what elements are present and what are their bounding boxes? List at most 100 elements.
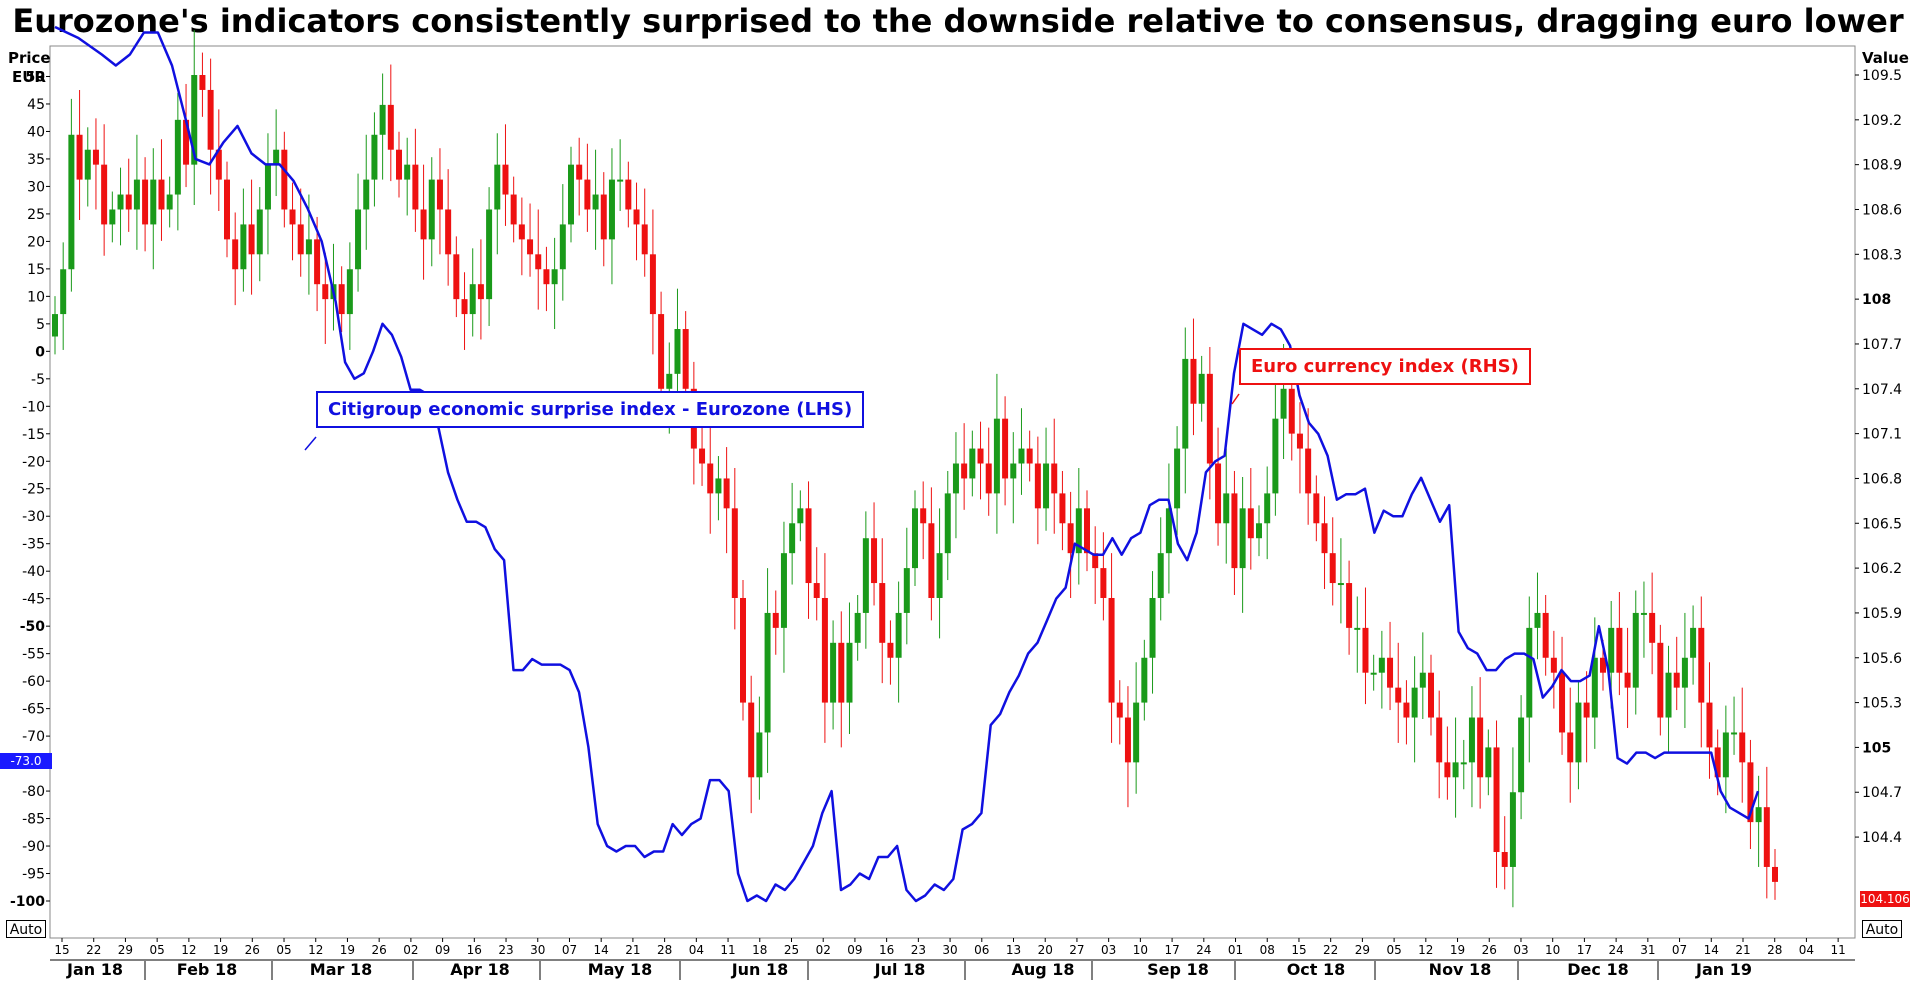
candle-up: [903, 568, 910, 613]
candle-up: [830, 642, 837, 703]
candle-up: [150, 179, 157, 225]
candle-down: [322, 284, 329, 300]
x-month-label: Jun 18: [731, 960, 789, 979]
x-day-label: 10: [1545, 943, 1560, 957]
candle-up: [379, 104, 386, 135]
right-tick-label: 105.9: [1862, 606, 1902, 622]
candle-down: [1673, 672, 1680, 688]
candle-up: [764, 612, 771, 733]
candle-down: [396, 149, 402, 180]
candle-down: [281, 149, 288, 210]
candle-up: [854, 612, 861, 643]
candle-down: [1329, 553, 1336, 584]
candle-up: [1223, 493, 1230, 524]
left-tick-label: 45: [27, 97, 45, 113]
candle-down: [183, 119, 190, 165]
x-day-label: 07: [562, 943, 577, 957]
left-auto-button[interactable]: Auto: [6, 920, 46, 938]
right-tick-label: 106.2: [1862, 561, 1902, 577]
candle-down: [1100, 568, 1107, 598]
candle-down: [1763, 807, 1770, 867]
candle-up: [355, 209, 362, 270]
candle-down: [772, 612, 779, 628]
candle-up: [1133, 702, 1140, 763]
candle-up: [469, 284, 476, 315]
x-day-label: 16: [879, 943, 894, 957]
citi-last-value-tag: -73.0: [0, 753, 52, 769]
candle-up: [797, 508, 804, 524]
candle-down: [1550, 657, 1557, 673]
left-tick-label: -30: [22, 509, 45, 525]
left-tick-label: -15: [22, 427, 45, 443]
x-day-label: 11: [720, 943, 735, 957]
candle-down: [1739, 732, 1746, 763]
candle-up: [1280, 388, 1287, 419]
candle-up: [1419, 672, 1426, 688]
x-day-label: 27: [1069, 943, 1084, 957]
candle-down: [248, 224, 255, 255]
citi-surprise-line: [54, 25, 1760, 903]
right-tick-label: 106.5: [1862, 516, 1902, 532]
x-day-label: 23: [498, 943, 513, 957]
x-month-label: Jan 18: [66, 960, 123, 979]
candle-down: [1493, 747, 1500, 853]
candle-up: [1591, 657, 1598, 718]
candle-down: [1698, 627, 1705, 703]
candle-down: [1313, 493, 1320, 524]
candle-up: [592, 194, 599, 210]
x-day-label: 06: [974, 943, 989, 957]
x-day-label: 05: [1386, 943, 1401, 957]
x-day-label: 21: [1735, 943, 1750, 957]
candle-up: [428, 179, 435, 240]
candle-down: [1084, 508, 1090, 554]
candle-down: [838, 642, 845, 703]
x-day-label: 30: [530, 943, 545, 957]
candle-down: [1305, 448, 1312, 494]
candle-down: [961, 463, 968, 479]
candle-down: [1387, 657, 1394, 688]
candle-down: [1026, 448, 1033, 464]
right-tick-label: 107.1: [1862, 427, 1902, 443]
right-auto-button[interactable]: Auto: [1862, 920, 1902, 938]
candle-down: [1124, 717, 1131, 763]
candle-down: [76, 134, 83, 180]
x-day-label: 05: [276, 943, 291, 957]
x-day-label: 28: [657, 943, 672, 957]
candle-down: [928, 523, 935, 598]
x-day-label: 23: [911, 943, 926, 957]
candle-up: [1665, 672, 1672, 718]
candle-down: [207, 89, 214, 150]
candle-up: [273, 149, 280, 165]
candle-down: [1567, 732, 1574, 763]
candle-down: [1051, 463, 1058, 494]
candle-up: [133, 179, 140, 210]
left-tick-label: 35: [27, 152, 45, 168]
candle-up: [1264, 493, 1271, 524]
candle-down: [977, 448, 984, 464]
candle-up: [1075, 508, 1082, 554]
candle-down: [1477, 717, 1484, 778]
candle-up: [346, 269, 353, 315]
left-tick-label: -20: [22, 454, 45, 470]
candle-down: [1436, 717, 1443, 763]
x-day-label: 17: [1164, 943, 1179, 957]
left-tick-label: 10: [27, 289, 45, 305]
right-tick-label: 105.6: [1862, 651, 1902, 667]
candle-up: [1485, 747, 1492, 778]
candle-up: [1239, 508, 1246, 569]
candle-up: [363, 179, 370, 210]
candle-up: [1632, 612, 1639, 688]
x-day-label: 12: [1418, 943, 1433, 957]
candle-up: [756, 732, 763, 778]
candle-down: [649, 254, 656, 315]
candle-down: [584, 179, 591, 210]
candle-down: [682, 329, 689, 389]
x-day-label: 24: [1608, 943, 1623, 957]
x-day-label: 01: [1228, 943, 1243, 957]
candle-down: [1559, 672, 1566, 733]
candle-down: [420, 209, 427, 240]
candle-up: [1411, 687, 1418, 718]
candle-down: [723, 478, 730, 509]
x-day-label: 21: [625, 943, 640, 957]
